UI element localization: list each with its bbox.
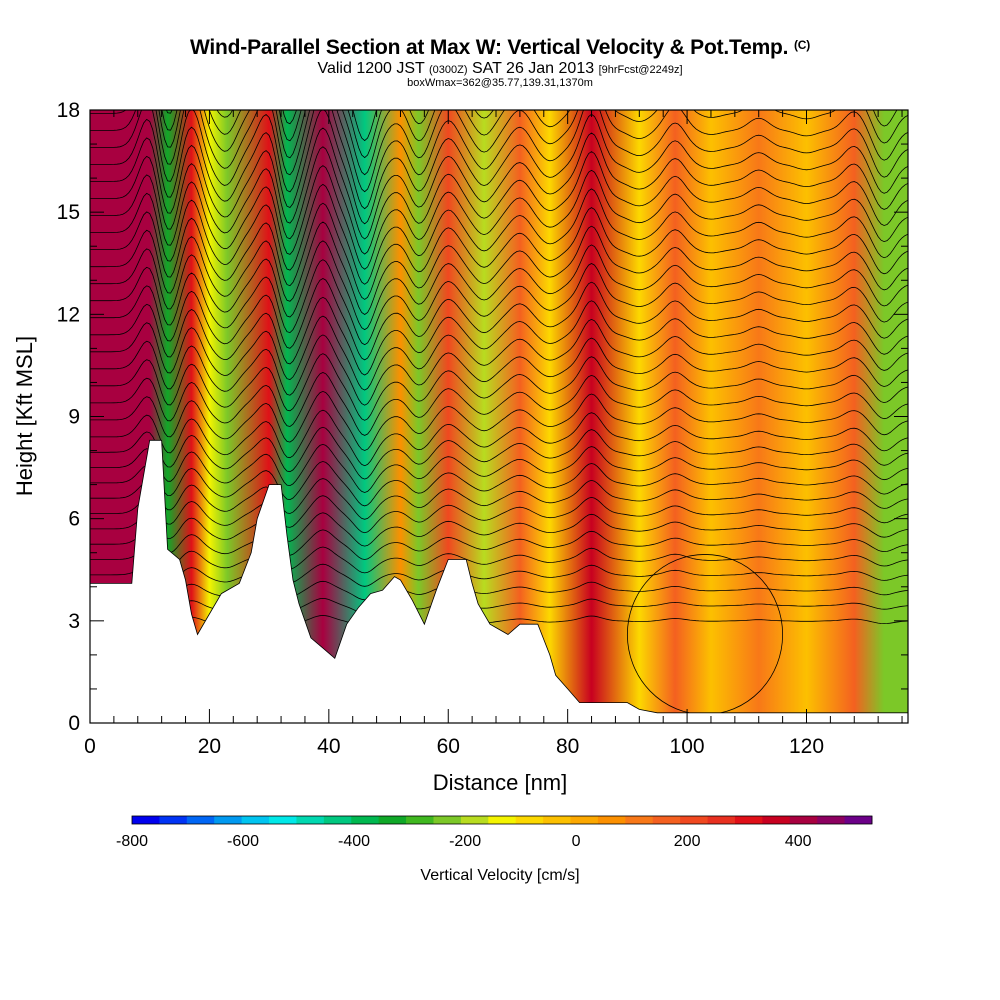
theta-contour-28	[90, 110, 908, 225]
colorbar-swatch-25	[817, 816, 845, 824]
x-axis-title: Distance [nm]	[433, 770, 568, 795]
theta-contour-22	[90, 221, 908, 315]
colorbar-title: Vertical Velocity [cm/s]	[420, 867, 579, 884]
theta-contour-3	[90, 563, 908, 587]
theta-contour-17	[90, 315, 908, 391]
colorbar-swatch-4	[241, 816, 270, 824]
chart-subtitle: Valid 1200 JST (0300Z) SAT 26 Jan 2013 […	[317, 60, 683, 77]
x-tick-label-2: 40	[317, 735, 340, 758]
colorbar-tick-label-5: 200	[674, 833, 701, 850]
theta-contour-10	[90, 443, 908, 493]
theta-contour-26	[90, 146, 908, 255]
theta-contour-14	[90, 372, 908, 436]
colorbar-swatch-12	[460, 816, 489, 824]
y-tick-label-4: 12	[57, 303, 80, 326]
x-tick-label-5: 100	[670, 735, 705, 758]
plot-area	[90, 110, 908, 723]
colorbar-swatch-10	[406, 816, 434, 824]
colorbar-tick-label-0: -800	[116, 833, 148, 850]
colorbar-swatch-3	[214, 816, 243, 824]
theta-contour-18	[90, 296, 908, 376]
colorbar-tick-label-4: 0	[572, 833, 581, 850]
colorbar-swatch-1	[159, 816, 188, 824]
y-tick-label-2: 6	[68, 508, 80, 531]
theta-contour-30	[90, 110, 908, 193]
theta-contour-20	[90, 259, 908, 346]
colorbar-swatch-2	[186, 816, 215, 824]
colorbar-swatch-5	[269, 816, 297, 824]
theta-contour-32	[161, 110, 898, 159]
colorbar-tick-label-1: -600	[227, 833, 259, 850]
y-tick-label-1: 3	[68, 610, 80, 633]
colorbar-swatch-0	[132, 816, 160, 824]
x-tick-label-0: 0	[84, 735, 96, 758]
x-axis: 0 20 40 60 80 100 120	[84, 110, 903, 758]
theta-contours	[90, 110, 908, 715]
theta-contour-31	[90, 110, 908, 176]
colorbar-swatch-14	[515, 816, 544, 824]
y-tick-label-6: 18	[57, 99, 80, 122]
colorbar-frame	[131, 815, 873, 825]
theta-contour-33	[166, 110, 377, 142]
theta-contour-27	[90, 127, 908, 240]
theta-contour-12	[90, 409, 908, 467]
x-tick-label-1: 20	[198, 735, 221, 758]
x-tick-label-4: 80	[556, 735, 579, 758]
theta-contour-16	[90, 334, 908, 406]
x-tick-label-6: 120	[789, 735, 824, 758]
colorbar-swatch-23	[762, 816, 791, 824]
theta-contour-8	[90, 478, 908, 520]
colorbar-swatch-13	[488, 816, 517, 824]
theta-contour-21	[90, 240, 908, 331]
colorbar-swatch-26	[844, 816, 873, 824]
x-tick-label-3: 60	[437, 735, 460, 758]
colorbar-swatch-9	[378, 816, 407, 824]
theta-contour-25	[90, 165, 908, 270]
y-tick-label-5: 15	[57, 201, 80, 224]
colorbar-swatch-11	[433, 816, 462, 824]
colorbar-swatch-8	[351, 816, 380, 824]
colorbar-swatch-21	[707, 816, 736, 824]
theta-contour-13	[90, 390, 908, 451]
terrain-mask	[90, 439, 908, 723]
colorbar-swatch-20	[680, 816, 708, 824]
theta-contour-23	[90, 202, 908, 300]
y-axis: 0 3 6 9 12 15 18	[57, 99, 908, 735]
colorbar-swatch-15	[543, 816, 571, 824]
colorbar-swatch-18	[625, 816, 654, 824]
colorbar: -800 -600 -400 -200 0 200 400	[116, 815, 873, 850]
colorbar-swatch-6	[296, 816, 325, 824]
colorbar-swatch-24	[789, 816, 818, 824]
theta-contour-24	[90, 183, 908, 285]
colorbar-tick-label-2: -400	[338, 833, 370, 850]
chart-box-info: boxWmax=362@35.77,139.31,1370m	[407, 77, 593, 89]
theta-contour-29	[90, 110, 908, 210]
theta-contour-4	[90, 546, 908, 574]
theta-contour-11	[90, 426, 908, 480]
colorbar-swatch-7	[323, 816, 352, 824]
y-tick-label-0: 0	[68, 712, 80, 735]
theta-contour-7	[90, 495, 908, 534]
colorbar-swatch-19	[652, 816, 681, 824]
chart-title: Wind-Parallel Section at Max W: Vertical…	[189, 36, 811, 59]
theta-contour-19	[90, 278, 908, 361]
y-axis-title: Height [Kft MSL]	[12, 336, 37, 496]
colorbar-swatch-16	[570, 816, 599, 824]
theta-contour-5	[90, 529, 908, 560]
colorbar-tick-label-6: 400	[785, 833, 812, 850]
theta-contour-15	[90, 353, 908, 421]
colorbar-swatch-17	[597, 816, 626, 824]
theta-contour-9	[90, 461, 908, 507]
theta-contour-6	[90, 512, 908, 547]
y-tick-label-3: 9	[68, 406, 80, 429]
colorbar-tick-label-3: -200	[449, 833, 481, 850]
colorbar-swatch-22	[734, 816, 763, 824]
